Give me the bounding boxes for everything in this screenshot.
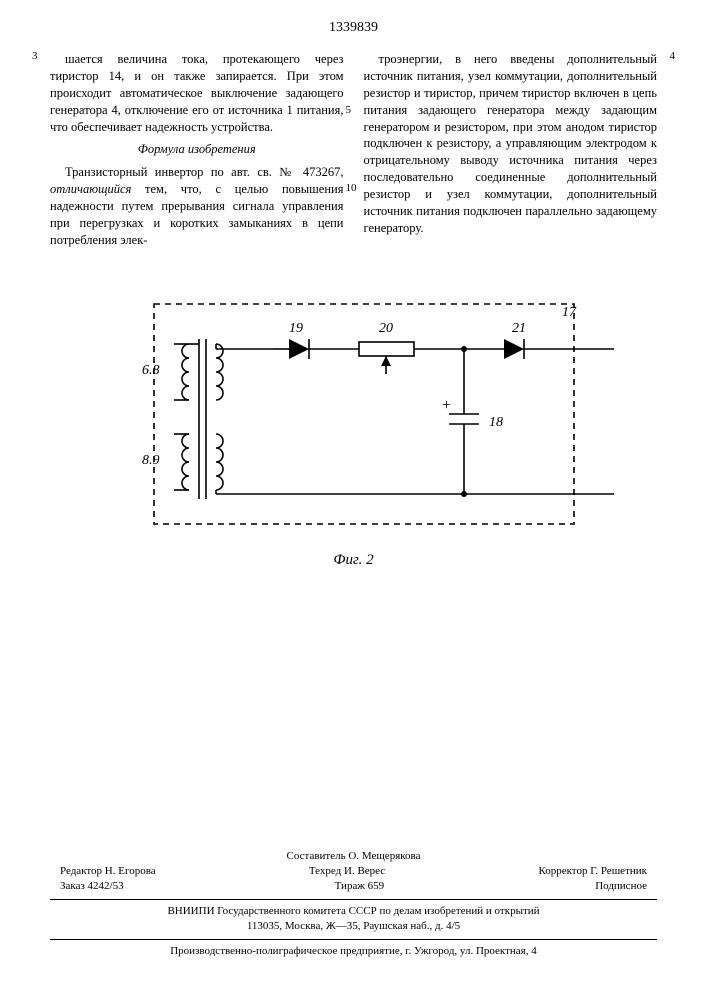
label-19: 19 — [289, 321, 303, 336]
p2-italic: отличающийся — [50, 182, 131, 196]
label-17: 17 — [562, 305, 577, 320]
label-21: 21 — [512, 321, 526, 336]
claims-title: Формула изобретения — [50, 141, 344, 158]
footer-org2: 113035, Москва, Ж—35, Раушская наб., д. … — [50, 919, 657, 934]
footer-tirazh: Тираж 659 — [335, 879, 385, 894]
footer-corrector: Корректор Г. Решетник — [538, 864, 647, 879]
footer-org1: ВНИИПИ Государственного комитета СССР по… — [50, 904, 657, 919]
para-left-2: Транзисторный инвертор по авт. св. № 473… — [50, 164, 344, 248]
footer-editor: Редактор Н. Егорова — [60, 864, 156, 879]
page-num-left: 3 — [32, 49, 38, 64]
para-right-1: троэнергии, в него введены дополнительны… — [364, 51, 658, 237]
footer-row-2: Заказ 4242/53 Тираж 659 Подписное — [50, 879, 657, 894]
footer-subscribe: Подписное — [595, 879, 647, 894]
page-num-right: 4 — [670, 49, 676, 64]
line-mark-10: 10 — [346, 181, 357, 196]
label-18: 18 — [489, 415, 503, 430]
label-20: 20 — [379, 321, 393, 336]
line-mark-5: 5 — [346, 103, 352, 118]
left-column: 3 шается величина тока, протекающего чер… — [50, 51, 344, 249]
figure-2: + 6.8 8.9 19 20 21 17 18 Фиг. 2 — [94, 284, 614, 569]
footer-tech: Техред И. Верес — [309, 864, 385, 879]
plus-sign: + — [442, 397, 451, 414]
text-columns: 3 шается величина тока, протекающего чер… — [50, 51, 657, 249]
figure-caption: Фиг. 2 — [94, 552, 614, 569]
footer: Составитель О. Мещерякова Редактор Н. Ег… — [50, 849, 657, 959]
page: 1339839 3 шается величина тока, протекаю… — [0, 0, 707, 979]
doc-number: 1339839 — [50, 20, 657, 36]
label-89: 8.9 — [142, 453, 160, 468]
circuit-svg: + 6.8 8.9 19 20 21 17 18 — [94, 284, 614, 544]
right-column: 4 5 10 троэнергии, в него введены дополн… — [364, 51, 658, 249]
footer-order: Заказ 4242/53 — [60, 879, 124, 894]
footer-compiler: Составитель О. Мещерякова — [50, 849, 657, 864]
label-68: 6.8 — [142, 363, 160, 378]
footer-row-1: Редактор Н. Егорова Техред И. Верес Корр… — [50, 864, 657, 879]
footer-org3: Производственно-полиграфическое предприя… — [50, 944, 657, 959]
para-left-1: шается величина тока, протекающего через… — [50, 51, 344, 135]
p2-pre: Транзисторный инвертор по авт. св. № 473… — [65, 165, 344, 179]
